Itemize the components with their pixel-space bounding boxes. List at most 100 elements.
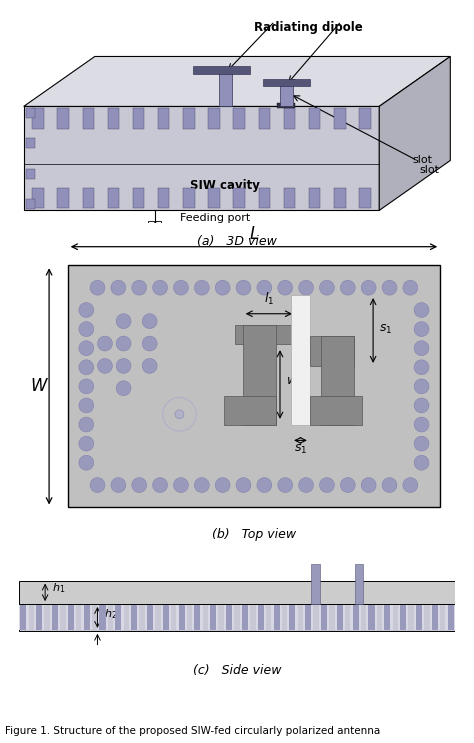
- Circle shape: [414, 360, 429, 374]
- Bar: [32, 187, 44, 208]
- Bar: [131, 605, 137, 630]
- Bar: [129, 605, 139, 630]
- Bar: [400, 605, 406, 630]
- Circle shape: [414, 455, 429, 470]
- Circle shape: [319, 478, 334, 493]
- Circle shape: [414, 398, 429, 413]
- Circle shape: [361, 280, 376, 295]
- Bar: [18, 605, 28, 630]
- Text: slot: slot: [419, 165, 439, 175]
- Bar: [311, 564, 320, 604]
- Bar: [289, 605, 295, 630]
- Bar: [145, 605, 155, 630]
- Circle shape: [90, 280, 105, 295]
- Circle shape: [299, 280, 313, 295]
- Bar: [82, 187, 94, 208]
- Circle shape: [90, 478, 105, 493]
- Bar: [368, 605, 374, 630]
- Bar: [176, 605, 187, 630]
- Bar: [432, 605, 438, 630]
- Bar: [258, 605, 264, 630]
- Bar: [148, 221, 162, 229]
- Bar: [194, 605, 201, 630]
- Text: $L$: $L$: [249, 224, 259, 242]
- Bar: [284, 108, 295, 129]
- Text: Figure 1. Structure of the proposed SIW-fed circularly polarized antenna: Figure 1. Structure of the proposed SIW-…: [5, 726, 380, 736]
- Text: $s_1$: $s_1$: [294, 443, 307, 455]
- Bar: [310, 336, 355, 366]
- Bar: [337, 605, 343, 630]
- Bar: [366, 605, 377, 630]
- Bar: [284, 187, 295, 208]
- Circle shape: [116, 358, 131, 373]
- Bar: [224, 396, 276, 426]
- Text: Feeding port: Feeding port: [180, 213, 250, 223]
- Circle shape: [79, 302, 94, 317]
- Bar: [83, 605, 90, 630]
- Bar: [82, 108, 94, 129]
- Bar: [291, 295, 310, 426]
- Circle shape: [111, 280, 126, 295]
- Circle shape: [175, 410, 184, 419]
- Bar: [384, 605, 391, 630]
- Circle shape: [79, 398, 94, 413]
- Bar: [113, 605, 124, 630]
- Circle shape: [132, 280, 146, 295]
- Bar: [65, 605, 76, 630]
- Bar: [179, 605, 185, 630]
- Bar: [158, 108, 169, 129]
- Bar: [26, 169, 35, 178]
- Bar: [36, 605, 42, 630]
- Circle shape: [173, 280, 188, 295]
- Text: SIW cavity: SIW cavity: [190, 179, 259, 192]
- Circle shape: [111, 478, 126, 493]
- Text: $s_1$: $s_1$: [379, 323, 392, 337]
- Bar: [115, 605, 121, 630]
- Bar: [350, 605, 361, 630]
- Bar: [97, 605, 108, 630]
- Bar: [305, 605, 311, 630]
- Bar: [321, 605, 327, 630]
- Circle shape: [382, 280, 397, 295]
- Text: $W$: $W$: [30, 377, 49, 395]
- Bar: [255, 605, 266, 630]
- Circle shape: [215, 478, 230, 493]
- Circle shape: [79, 436, 94, 451]
- Bar: [335, 605, 345, 630]
- Bar: [277, 103, 295, 108]
- Text: slot: slot: [412, 155, 432, 165]
- Circle shape: [414, 341, 429, 356]
- Circle shape: [116, 336, 131, 351]
- Bar: [319, 605, 329, 630]
- Bar: [334, 187, 346, 208]
- Bar: [208, 605, 219, 630]
- Bar: [219, 71, 233, 106]
- Bar: [259, 187, 270, 208]
- Bar: [234, 187, 245, 208]
- Bar: [19, 604, 455, 631]
- Bar: [50, 605, 60, 630]
- Bar: [234, 108, 245, 129]
- Bar: [32, 108, 44, 129]
- Bar: [447, 605, 454, 630]
- Circle shape: [142, 336, 157, 351]
- Bar: [133, 187, 144, 208]
- Bar: [273, 605, 280, 630]
- Bar: [355, 564, 364, 604]
- Bar: [57, 108, 69, 129]
- Bar: [243, 325, 276, 426]
- Circle shape: [153, 478, 167, 493]
- Bar: [226, 605, 232, 630]
- Circle shape: [257, 478, 272, 493]
- Circle shape: [403, 280, 418, 295]
- Circle shape: [414, 417, 429, 432]
- Circle shape: [278, 478, 292, 493]
- Circle shape: [215, 280, 230, 295]
- Bar: [209, 187, 220, 208]
- Circle shape: [194, 478, 209, 493]
- Circle shape: [194, 280, 209, 295]
- Text: (a)   3D view: (a) 3D view: [197, 236, 277, 248]
- Circle shape: [414, 322, 429, 337]
- Circle shape: [79, 360, 94, 374]
- Bar: [209, 108, 220, 129]
